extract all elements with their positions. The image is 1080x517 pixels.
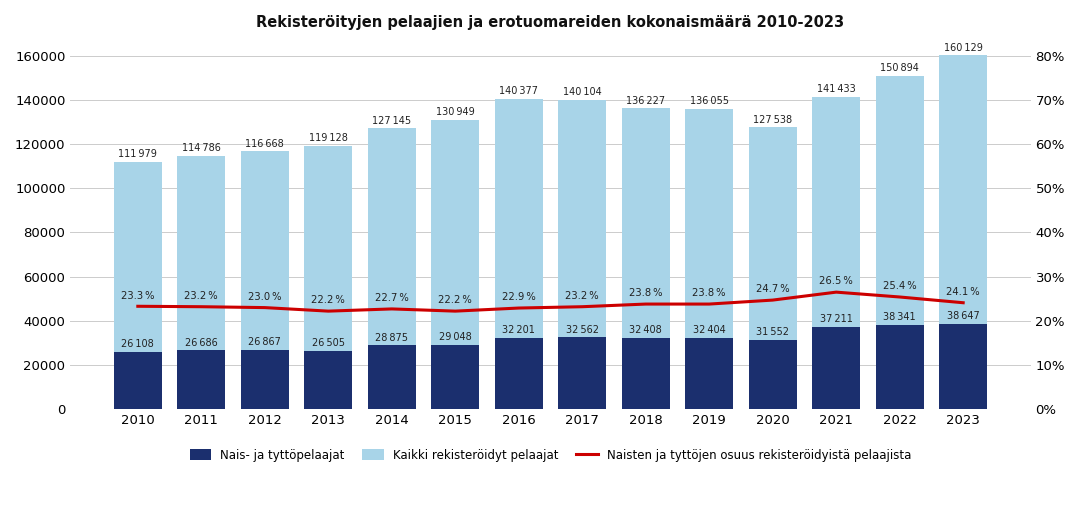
Text: 22.2 %: 22.2 % bbox=[438, 295, 472, 306]
Naisten ja tyttöjen osuus rekisteröidyistä pelaajista bbox=[957, 300, 970, 306]
Legend: Nais- ja tyttöpelaajat, Kaikki rekisteröidyt pelaajat, Naisten ja tyttöjen osuus: Nais- ja tyttöpelaajat, Kaikki rekisterö… bbox=[185, 444, 916, 466]
Text: 32 201: 32 201 bbox=[502, 325, 536, 336]
Text: 26 867: 26 867 bbox=[248, 337, 281, 347]
Text: 32 562: 32 562 bbox=[566, 325, 598, 334]
Text: 24.7 %: 24.7 % bbox=[756, 284, 789, 294]
Text: 22.7 %: 22.7 % bbox=[375, 293, 408, 303]
Bar bbox=[368, 345, 416, 409]
Bar bbox=[940, 55, 987, 409]
Text: 38 341: 38 341 bbox=[883, 312, 916, 322]
Text: 130 949: 130 949 bbox=[436, 108, 474, 117]
Naisten ja tyttöjen osuus rekisteröidyistä pelaajista bbox=[132, 303, 145, 309]
Text: 23.8 %: 23.8 % bbox=[629, 288, 662, 298]
Text: 26 686: 26 686 bbox=[185, 338, 218, 347]
Bar bbox=[876, 76, 923, 409]
Text: 141 433: 141 433 bbox=[816, 84, 855, 94]
Text: 23.2 %: 23.2 % bbox=[566, 291, 599, 301]
Naisten ja tyttöjen osuus rekisteröidyistä pelaajista bbox=[829, 289, 842, 295]
Text: 23.8 %: 23.8 % bbox=[692, 288, 726, 298]
Text: 111 979: 111 979 bbox=[119, 149, 158, 159]
Naisten ja tyttöjen osuus rekisteröidyistä pelaajista bbox=[703, 301, 716, 307]
Text: 22.9 %: 22.9 % bbox=[502, 292, 536, 302]
Bar bbox=[940, 324, 987, 409]
Bar bbox=[748, 128, 797, 409]
Bar bbox=[114, 162, 162, 409]
Text: 140 104: 140 104 bbox=[563, 87, 602, 97]
Bar bbox=[431, 120, 480, 409]
Text: 136 055: 136 055 bbox=[690, 96, 729, 106]
Naisten ja tyttöjen osuus rekisteröidyistä pelaajista bbox=[639, 301, 652, 307]
Text: 150 894: 150 894 bbox=[880, 63, 919, 73]
Text: 37 211: 37 211 bbox=[820, 314, 852, 324]
Text: 29 048: 29 048 bbox=[438, 332, 472, 342]
Bar bbox=[622, 338, 670, 409]
Text: 23.0 %: 23.0 % bbox=[248, 292, 282, 302]
Bar bbox=[622, 108, 670, 409]
Text: 24.1 %: 24.1 % bbox=[946, 287, 980, 297]
Naisten ja tyttöjen osuus rekisteröidyistä pelaajista bbox=[449, 308, 462, 314]
Text: 116 668: 116 668 bbox=[245, 139, 284, 149]
Bar bbox=[876, 325, 923, 409]
Naisten ja tyttöjen osuus rekisteröidyistä pelaajista bbox=[258, 305, 271, 311]
Text: 26 108: 26 108 bbox=[121, 339, 154, 349]
Bar bbox=[305, 351, 352, 409]
Naisten ja tyttöjen osuus rekisteröidyistä pelaajista bbox=[322, 308, 335, 314]
Bar bbox=[368, 128, 416, 409]
Naisten ja tyttöjen osuus rekisteröidyistä pelaajista bbox=[576, 303, 589, 310]
Bar bbox=[241, 350, 288, 409]
Bar bbox=[114, 352, 162, 409]
Naisten ja tyttöjen osuus rekisteröidyistä pelaajista bbox=[194, 303, 207, 310]
Bar bbox=[558, 337, 606, 409]
Bar bbox=[305, 146, 352, 409]
Naisten ja tyttöjen osuus rekisteröidyistä pelaajista bbox=[386, 306, 399, 312]
Text: 119 128: 119 128 bbox=[309, 133, 348, 143]
Text: 38 647: 38 647 bbox=[947, 311, 980, 321]
Text: 31 552: 31 552 bbox=[756, 327, 789, 337]
Text: 32 404: 32 404 bbox=[693, 325, 726, 335]
Text: 127 538: 127 538 bbox=[753, 115, 793, 125]
Bar bbox=[686, 338, 733, 409]
Text: 136 227: 136 227 bbox=[626, 96, 665, 105]
Naisten ja tyttöjen osuus rekisteröidyistä pelaajista bbox=[766, 297, 779, 303]
Text: 25.4 %: 25.4 % bbox=[882, 281, 917, 291]
Bar bbox=[558, 100, 606, 409]
Text: 32 408: 32 408 bbox=[630, 325, 662, 335]
Text: 26.5 %: 26.5 % bbox=[820, 277, 853, 286]
Bar bbox=[241, 151, 288, 409]
Bar bbox=[812, 327, 860, 409]
Text: 114 786: 114 786 bbox=[181, 143, 220, 153]
Title: Rekisteröityjen pelaajien ja erotuomareiden kokonaismäärä 2010-2023: Rekisteröityjen pelaajien ja erotuomarei… bbox=[256, 15, 845, 30]
Bar bbox=[495, 338, 542, 409]
Naisten ja tyttöjen osuus rekisteröidyistä pelaajista bbox=[893, 294, 906, 300]
Text: 23.2 %: 23.2 % bbox=[185, 291, 218, 301]
Text: 22.2 %: 22.2 % bbox=[311, 295, 346, 306]
Line: Naisten ja tyttöjen osuus rekisteröidyistä pelaajista: Naisten ja tyttöjen osuus rekisteröidyis… bbox=[138, 292, 963, 311]
Text: 28 875: 28 875 bbox=[375, 333, 408, 343]
Bar bbox=[686, 109, 733, 409]
Bar bbox=[431, 345, 480, 409]
Text: 127 145: 127 145 bbox=[373, 116, 411, 126]
Bar bbox=[748, 340, 797, 409]
Bar bbox=[495, 99, 542, 409]
Text: 160 129: 160 129 bbox=[944, 43, 983, 53]
Bar bbox=[177, 350, 225, 409]
Naisten ja tyttöjen osuus rekisteröidyistä pelaajista bbox=[512, 305, 525, 311]
Text: 140 377: 140 377 bbox=[499, 86, 538, 97]
Text: 23.3 %: 23.3 % bbox=[121, 291, 154, 300]
Bar bbox=[812, 97, 860, 409]
Bar bbox=[177, 156, 225, 409]
Text: 26 505: 26 505 bbox=[312, 338, 345, 348]
